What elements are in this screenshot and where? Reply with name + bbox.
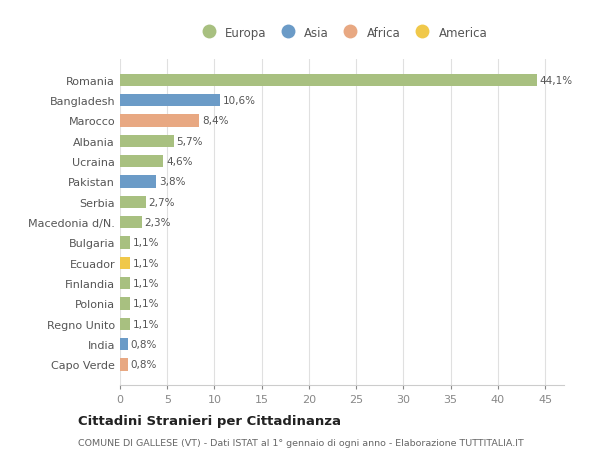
Text: 5,7%: 5,7% [176,136,203,146]
Text: 0,8%: 0,8% [130,360,157,369]
Text: 1,1%: 1,1% [133,258,160,268]
Bar [120,338,128,351]
Text: 1,1%: 1,1% [133,319,160,329]
Text: 0,8%: 0,8% [130,339,157,349]
Bar [120,277,130,290]
Bar [120,257,130,269]
Bar [120,196,146,208]
Bar [120,217,142,229]
Bar [120,95,220,107]
Text: Cittadini Stranieri per Cittadinanza: Cittadini Stranieri per Cittadinanza [78,414,341,428]
Text: 1,1%: 1,1% [133,238,160,248]
Text: 1,1%: 1,1% [133,279,160,288]
Legend: Europa, Asia, Africa, America: Europa, Asia, Africa, America [197,27,487,39]
Bar [120,318,130,330]
Text: 1,1%: 1,1% [133,299,160,309]
Text: 10,6%: 10,6% [223,96,256,106]
Bar [120,237,130,249]
Text: 2,7%: 2,7% [148,197,175,207]
Bar [120,135,174,147]
Bar [120,115,199,127]
Bar [120,74,536,87]
Text: COMUNE DI GALLESE (VT) - Dati ISTAT al 1° gennaio di ogni anno - Elaborazione TU: COMUNE DI GALLESE (VT) - Dati ISTAT al 1… [78,438,524,447]
Text: 2,3%: 2,3% [145,218,171,228]
Bar [120,298,130,310]
Text: 4,6%: 4,6% [166,157,193,167]
Bar [120,156,163,168]
Text: 44,1%: 44,1% [539,76,572,85]
Text: 3,8%: 3,8% [159,177,185,187]
Text: 8,4%: 8,4% [202,116,229,126]
Bar [120,358,128,371]
Bar [120,176,156,188]
